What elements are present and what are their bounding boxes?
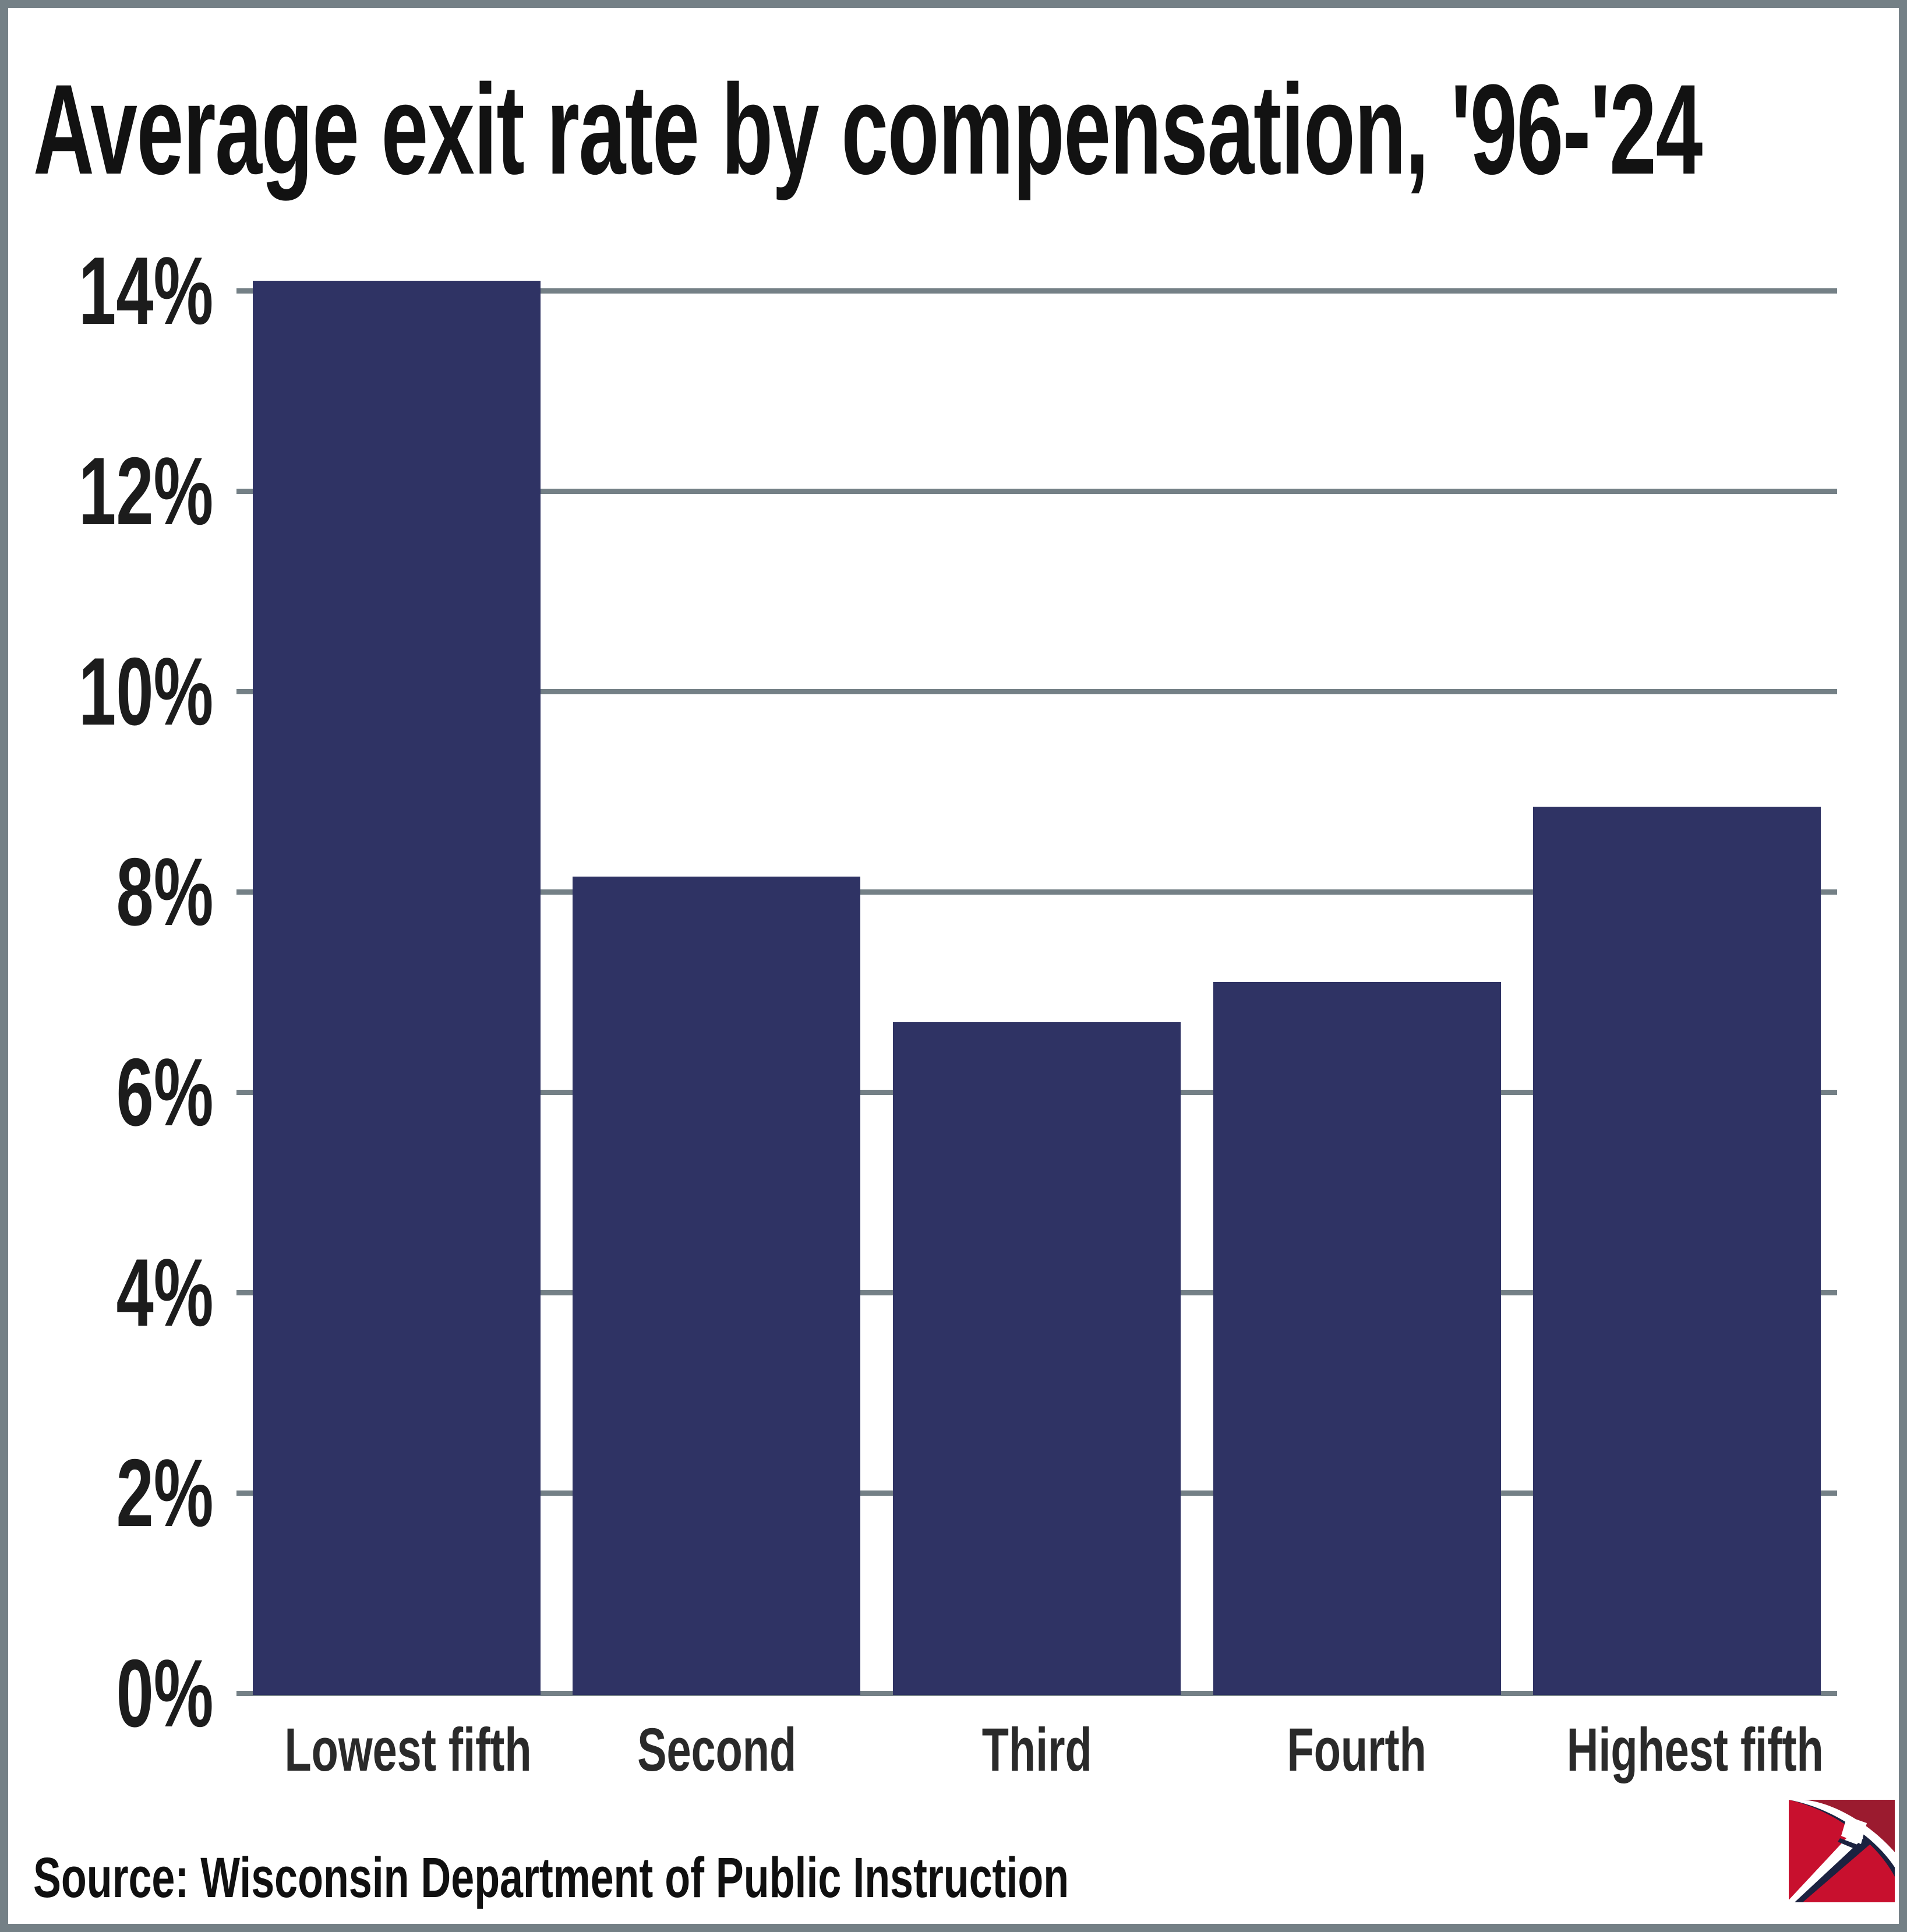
y-axis-label-4pct: 4% [0, 1239, 213, 1346]
y-axis-label-text: 0% [116, 1640, 213, 1747]
bar-second [573, 877, 861, 1695]
gridline-10pct [236, 689, 1837, 694]
x-axis-label-second: Second [557, 1719, 877, 1781]
y-axis-label-10pct: 10% [0, 638, 213, 745]
logo-pick-blade [1789, 1800, 1895, 1867]
y-axis-label-12pct: 12% [0, 437, 213, 545]
y-axis-label-text: 2% [116, 1439, 213, 1546]
bar-highest-fifth [1533, 806, 1821, 1695]
y-axis-label-2pct: 2% [0, 1439, 213, 1546]
source-caption-text: Source: Wisconsin Department of Public I… [33, 1846, 1069, 1909]
x-axis-label-highest-fifth: Highest fifth [1517, 1719, 1837, 1781]
x-axis-label-text: Highest fifth [1567, 1716, 1824, 1784]
gridline-8pct [236, 889, 1837, 895]
logo-pick-handle [1789, 1830, 1863, 1902]
gridline-12pct [236, 489, 1837, 494]
chart-title-text: Average exit rate by compensation, '96-'… [33, 58, 1703, 201]
source-caption: Source: Wisconsin Department of Public I… [33, 1849, 1433, 1906]
bar-fourth [1213, 981, 1501, 1695]
y-axis-label-text: 6% [116, 1039, 213, 1146]
bar-lowest-fifth [252, 280, 541, 1695]
y-axis-label-8pct: 8% [0, 838, 213, 945]
x-axis-label-third: Third [877, 1719, 1197, 1781]
x-axis-label-text: Second [637, 1716, 796, 1784]
gridline-14pct [236, 288, 1837, 294]
pickaxe-logo [1789, 1800, 1895, 1902]
bar-third [893, 1022, 1181, 1695]
y-axis-label-14pct: 14% [0, 237, 213, 344]
y-axis-label-text: 4% [116, 1239, 213, 1346]
y-axis-label-0pct: 0% [0, 1640, 213, 1747]
x-axis-label-fourth: Fourth [1197, 1719, 1517, 1781]
y-axis-label-6pct: 6% [0, 1039, 213, 1146]
x-axis-label-lowest-fifth: Lowest fifth [236, 1719, 557, 1781]
x-axis-label-text: Fourth [1287, 1716, 1427, 1784]
logo-dark-red-triangle [1806, 1800, 1895, 1872]
x-axis-label-text: Third [981, 1716, 1092, 1784]
y-axis-label-text: 8% [116, 838, 213, 945]
logo-pick-head-shadow [1838, 1838, 1862, 1851]
chart-title: Average exit rate by compensation, '96-'… [33, 65, 1907, 193]
x-axis-label-text: Lowest fifth [284, 1716, 532, 1784]
logo-pick-head [1841, 1816, 1867, 1844]
y-axis-label-text: 14% [78, 237, 213, 344]
y-axis-label-text: 12% [78, 437, 213, 545]
y-axis-label-text: 10% [78, 638, 213, 745]
